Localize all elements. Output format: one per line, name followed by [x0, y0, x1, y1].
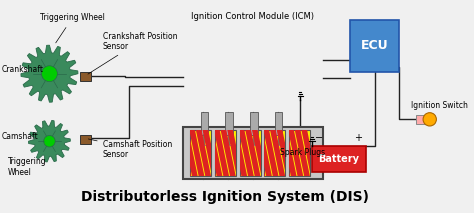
Polygon shape: [277, 130, 292, 176]
Circle shape: [44, 135, 55, 147]
Text: Camshaft: Camshaft: [2, 132, 39, 141]
Circle shape: [423, 113, 437, 126]
Polygon shape: [270, 130, 285, 176]
Circle shape: [42, 66, 57, 82]
Polygon shape: [196, 130, 211, 176]
Text: Spark Plugs: Spark Plugs: [281, 148, 326, 157]
Polygon shape: [250, 130, 265, 176]
Polygon shape: [225, 130, 240, 176]
Bar: [275, 112, 283, 135]
Polygon shape: [202, 130, 218, 176]
Polygon shape: [264, 130, 279, 176]
Bar: [312, 146, 366, 172]
Bar: [190, 130, 211, 176]
Bar: [215, 130, 236, 176]
Polygon shape: [245, 130, 261, 176]
Bar: [250, 112, 258, 135]
Polygon shape: [275, 130, 290, 176]
Polygon shape: [232, 130, 247, 176]
Polygon shape: [28, 120, 70, 162]
Text: −: −: [315, 133, 324, 143]
Bar: [80, 72, 91, 81]
Polygon shape: [220, 130, 236, 176]
Text: Triggering Wheel: Triggering Wheel: [40, 13, 105, 43]
Bar: [201, 112, 208, 135]
Bar: [289, 130, 310, 176]
Polygon shape: [176, 130, 191, 176]
Text: +: +: [355, 133, 363, 143]
Text: Distributorless Ignition System (DIS): Distributorless Ignition System (DIS): [82, 190, 369, 204]
Bar: [417, 115, 426, 124]
Text: Battery: Battery: [319, 154, 359, 164]
Polygon shape: [207, 130, 222, 176]
Polygon shape: [182, 130, 198, 176]
Bar: [350, 20, 399, 72]
Text: Camshaft Position
Sensor: Camshaft Position Sensor: [88, 139, 172, 159]
Polygon shape: [189, 130, 204, 176]
Bar: [239, 130, 261, 176]
Bar: [182, 127, 323, 179]
Polygon shape: [282, 130, 297, 176]
Text: Triggering
Wheel: Triggering Wheel: [8, 157, 46, 177]
Polygon shape: [288, 130, 303, 176]
Text: Crankshaft Position
Sensor: Crankshaft Position Sensor: [88, 32, 177, 74]
Text: Crankshaft: Crankshaft: [2, 65, 44, 74]
Bar: [225, 112, 233, 135]
Bar: [264, 130, 285, 176]
Text: Ignition Switch: Ignition Switch: [410, 101, 467, 109]
Polygon shape: [227, 130, 242, 176]
Bar: [80, 135, 91, 144]
Polygon shape: [21, 45, 78, 102]
Text: Ignition Control Module (ICM): Ignition Control Module (ICM): [191, 12, 314, 21]
Polygon shape: [201, 130, 216, 176]
Polygon shape: [257, 130, 272, 176]
Polygon shape: [214, 130, 229, 176]
Polygon shape: [238, 130, 254, 176]
Text: ECU: ECU: [361, 39, 388, 52]
Polygon shape: [252, 130, 267, 176]
Polygon shape: [301, 130, 317, 176]
Polygon shape: [295, 130, 310, 176]
